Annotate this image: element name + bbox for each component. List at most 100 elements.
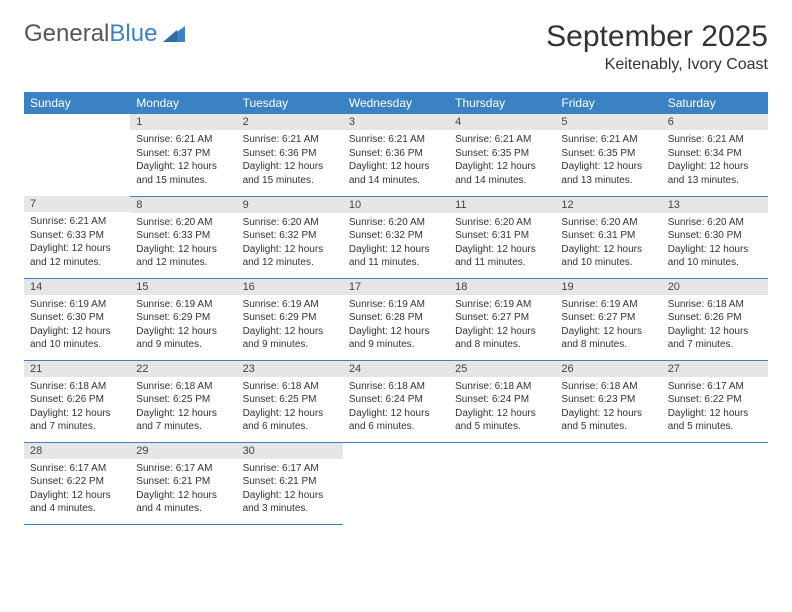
sunrise-text: Sunrise: 6:18 AM xyxy=(243,380,337,394)
day-body: Sunrise: 6:21 AMSunset: 6:36 PMDaylight:… xyxy=(237,130,343,190)
day-number: 30 xyxy=(237,443,343,459)
day-number: 11 xyxy=(449,197,555,213)
day-number: 6 xyxy=(662,114,768,130)
sunset-text: Sunset: 6:33 PM xyxy=(30,229,124,243)
day-body: Sunrise: 6:21 AMSunset: 6:35 PMDaylight:… xyxy=(555,130,661,190)
day-body: Sunrise: 6:18 AMSunset: 6:26 PMDaylight:… xyxy=(662,295,768,355)
weekday-header: Monday xyxy=(130,92,236,114)
day-number: 14 xyxy=(24,279,130,295)
day-body: Sunrise: 6:21 AMSunset: 6:35 PMDaylight:… xyxy=(449,130,555,190)
brand-sail-icon xyxy=(161,24,187,44)
day-body: Sunrise: 6:19 AMSunset: 6:30 PMDaylight:… xyxy=(24,295,130,355)
day-body: Sunrise: 6:20 AMSunset: 6:33 PMDaylight:… xyxy=(130,213,236,273)
sunset-text: Sunset: 6:24 PM xyxy=(349,393,443,407)
sunset-text: Sunset: 6:25 PM xyxy=(243,393,337,407)
calendar-cell: 19Sunrise: 6:19 AMSunset: 6:27 PMDayligh… xyxy=(555,278,661,360)
calendar-cell: 2Sunrise: 6:21 AMSunset: 6:36 PMDaylight… xyxy=(237,114,343,196)
sunset-text: Sunset: 6:35 PM xyxy=(455,147,549,161)
day-body: Sunrise: 6:20 AMSunset: 6:31 PMDaylight:… xyxy=(449,213,555,273)
calendar-cell: 9Sunrise: 6:20 AMSunset: 6:32 PMDaylight… xyxy=(237,196,343,278)
daylight-text: Daylight: 12 hours and 6 minutes. xyxy=(243,407,337,434)
sunrise-text: Sunrise: 6:21 AM xyxy=(243,133,337,147)
calendar-cell: 26Sunrise: 6:18 AMSunset: 6:23 PMDayligh… xyxy=(555,360,661,442)
calendar-row: 28Sunrise: 6:17 AMSunset: 6:22 PMDayligh… xyxy=(24,442,768,524)
daylight-text: Daylight: 12 hours and 7 minutes. xyxy=(30,407,124,434)
daylight-text: Daylight: 12 hours and 9 minutes. xyxy=(349,325,443,352)
sunset-text: Sunset: 6:21 PM xyxy=(136,475,230,489)
day-number: 5 xyxy=(555,114,661,130)
daylight-text: Daylight: 12 hours and 5 minutes. xyxy=(668,407,762,434)
day-body: Sunrise: 6:18 AMSunset: 6:25 PMDaylight:… xyxy=(237,377,343,437)
daylight-text: Daylight: 12 hours and 14 minutes. xyxy=(349,160,443,187)
day-body: Sunrise: 6:19 AMSunset: 6:28 PMDaylight:… xyxy=(343,295,449,355)
sunset-text: Sunset: 6:25 PM xyxy=(136,393,230,407)
sunset-text: Sunset: 6:32 PM xyxy=(349,229,443,243)
weekday-header: Saturday xyxy=(662,92,768,114)
sunrise-text: Sunrise: 6:20 AM xyxy=(243,216,337,230)
day-number: 17 xyxy=(343,279,449,295)
sunrise-text: Sunrise: 6:18 AM xyxy=(30,380,124,394)
day-body: Sunrise: 6:20 AMSunset: 6:32 PMDaylight:… xyxy=(237,213,343,273)
sunrise-text: Sunrise: 6:19 AM xyxy=(136,298,230,312)
sunset-text: Sunset: 6:24 PM xyxy=(455,393,549,407)
day-number: 16 xyxy=(237,279,343,295)
calendar-cell: 23Sunrise: 6:18 AMSunset: 6:25 PMDayligh… xyxy=(237,360,343,442)
sunset-text: Sunset: 6:33 PM xyxy=(136,229,230,243)
day-number: 7 xyxy=(24,196,130,212)
calendar-cell: 17Sunrise: 6:19 AMSunset: 6:28 PMDayligh… xyxy=(343,278,449,360)
calendar-cell: 28Sunrise: 6:17 AMSunset: 6:22 PMDayligh… xyxy=(24,442,130,524)
day-body: Sunrise: 6:20 AMSunset: 6:31 PMDaylight:… xyxy=(555,213,661,273)
calendar-cell: 5Sunrise: 6:21 AMSunset: 6:35 PMDaylight… xyxy=(555,114,661,196)
day-number: 13 xyxy=(662,197,768,213)
day-body: Sunrise: 6:18 AMSunset: 6:24 PMDaylight:… xyxy=(449,377,555,437)
location: Keitenably, Ivory Coast xyxy=(546,56,768,74)
calendar-cell: 22Sunrise: 6:18 AMSunset: 6:25 PMDayligh… xyxy=(130,360,236,442)
sunrise-text: Sunrise: 6:19 AM xyxy=(349,298,443,312)
day-body: Sunrise: 6:19 AMSunset: 6:29 PMDaylight:… xyxy=(237,295,343,355)
day-body: Sunrise: 6:20 AMSunset: 6:32 PMDaylight:… xyxy=(343,213,449,273)
day-body: Sunrise: 6:18 AMSunset: 6:24 PMDaylight:… xyxy=(343,377,449,437)
sunset-text: Sunset: 6:29 PM xyxy=(136,311,230,325)
daylight-text: Daylight: 12 hours and 12 minutes. xyxy=(136,243,230,270)
calendar-cell: 18Sunrise: 6:19 AMSunset: 6:27 PMDayligh… xyxy=(449,278,555,360)
sunrise-text: Sunrise: 6:18 AM xyxy=(668,298,762,312)
sunrise-text: Sunrise: 6:20 AM xyxy=(455,216,549,230)
daylight-text: Daylight: 12 hours and 4 minutes. xyxy=(30,489,124,516)
daylight-text: Daylight: 12 hours and 6 minutes. xyxy=(349,407,443,434)
daylight-text: Daylight: 12 hours and 7 minutes. xyxy=(668,325,762,352)
sunset-text: Sunset: 6:27 PM xyxy=(561,311,655,325)
sunrise-text: Sunrise: 6:19 AM xyxy=(243,298,337,312)
calendar-cell xyxy=(343,442,449,524)
day-number: 24 xyxy=(343,361,449,377)
calendar-cell: 21Sunrise: 6:18 AMSunset: 6:26 PMDayligh… xyxy=(24,360,130,442)
sunrise-text: Sunrise: 6:18 AM xyxy=(561,380,655,394)
sunrise-text: Sunrise: 6:17 AM xyxy=(243,462,337,476)
sunrise-text: Sunrise: 6:20 AM xyxy=(561,216,655,230)
day-body: Sunrise: 6:17 AMSunset: 6:21 PMDaylight:… xyxy=(130,459,236,519)
day-number: 3 xyxy=(343,114,449,130)
sunrise-text: Sunrise: 6:19 AM xyxy=(30,298,124,312)
sunset-text: Sunset: 6:28 PM xyxy=(349,311,443,325)
day-number: 8 xyxy=(130,197,236,213)
sunset-text: Sunset: 6:31 PM xyxy=(561,229,655,243)
day-number: 19 xyxy=(555,279,661,295)
daylight-text: Daylight: 12 hours and 10 minutes. xyxy=(668,243,762,270)
sunrise-text: Sunrise: 6:19 AM xyxy=(455,298,549,312)
sunrise-text: Sunrise: 6:21 AM xyxy=(136,133,230,147)
day-body: Sunrise: 6:17 AMSunset: 6:22 PMDaylight:… xyxy=(24,459,130,519)
day-number: 26 xyxy=(555,361,661,377)
day-body: Sunrise: 6:21 AMSunset: 6:37 PMDaylight:… xyxy=(130,130,236,190)
sunset-text: Sunset: 6:30 PM xyxy=(668,229,762,243)
sunset-text: Sunset: 6:26 PM xyxy=(30,393,124,407)
day-number: 23 xyxy=(237,361,343,377)
sunset-text: Sunset: 6:32 PM xyxy=(243,229,337,243)
calendar-cell: 14Sunrise: 6:19 AMSunset: 6:30 PMDayligh… xyxy=(24,278,130,360)
sunrise-text: Sunrise: 6:18 AM xyxy=(455,380,549,394)
sunset-text: Sunset: 6:29 PM xyxy=(243,311,337,325)
calendar-cell: 11Sunrise: 6:20 AMSunset: 6:31 PMDayligh… xyxy=(449,196,555,278)
sunrise-text: Sunrise: 6:21 AM xyxy=(349,133,443,147)
daylight-text: Daylight: 12 hours and 14 minutes. xyxy=(455,160,549,187)
calendar-row: 7Sunrise: 6:21 AMSunset: 6:33 PMDaylight… xyxy=(24,196,768,278)
sunrise-text: Sunrise: 6:21 AM xyxy=(561,133,655,147)
calendar-cell: 27Sunrise: 6:17 AMSunset: 6:22 PMDayligh… xyxy=(662,360,768,442)
